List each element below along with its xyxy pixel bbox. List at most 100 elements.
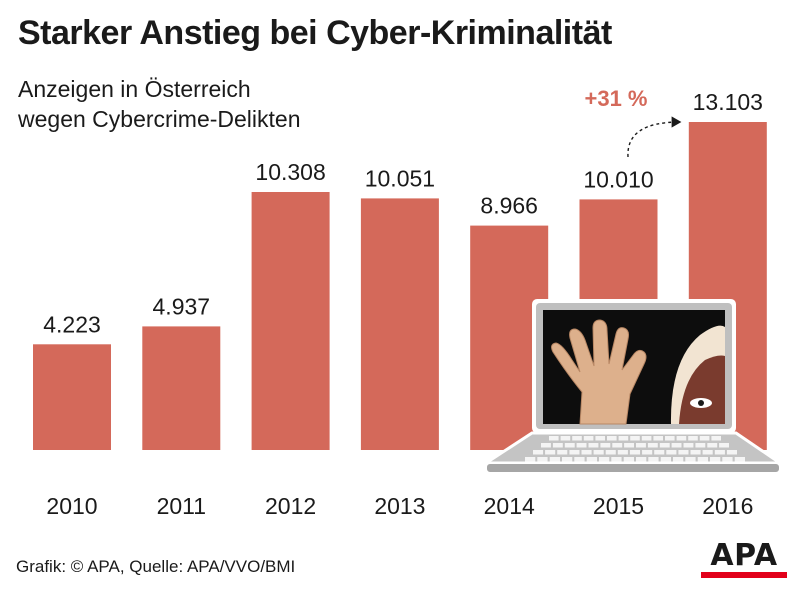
value-label-2012: 10.308 bbox=[255, 159, 325, 185]
keyboard-key bbox=[552, 443, 563, 448]
keyboard-key bbox=[576, 443, 587, 448]
bar-2013 bbox=[360, 198, 439, 450]
keyboard-key bbox=[697, 457, 708, 462]
x-tick-2014: 2014 bbox=[484, 493, 535, 519]
growth-arrow-icon bbox=[627, 116, 682, 158]
keyboard-key bbox=[600, 443, 611, 448]
keyboard-key bbox=[699, 436, 710, 441]
laptop-keyboard bbox=[525, 436, 745, 462]
keyboard-key bbox=[549, 436, 559, 441]
keyboard-key bbox=[676, 436, 687, 441]
keyboard-key bbox=[574, 457, 585, 462]
keyboard-key bbox=[673, 457, 684, 462]
value-label-2016: 13.103 bbox=[693, 89, 763, 115]
bar-2012 bbox=[251, 192, 330, 450]
keyboard-key bbox=[685, 457, 696, 462]
laptop-base-edge bbox=[485, 462, 781, 474]
keyboard-key bbox=[599, 457, 610, 462]
keyboard-key bbox=[678, 450, 689, 455]
x-tick-2011: 2011 bbox=[157, 493, 206, 519]
keyboard-key bbox=[583, 436, 594, 441]
eye-pupil bbox=[698, 400, 704, 406]
keyboard-key bbox=[569, 450, 580, 455]
keyboard-key bbox=[660, 457, 671, 462]
keyboard-key bbox=[711, 436, 721, 441]
apa-logo: APA bbox=[699, 539, 789, 583]
keyboard-key bbox=[572, 436, 582, 441]
x-tick-2010: 2010 bbox=[46, 493, 97, 519]
keyboard-key bbox=[630, 436, 640, 441]
apa-logo-bar bbox=[701, 572, 787, 578]
keyboard-key bbox=[734, 457, 745, 462]
keyboard-key bbox=[537, 457, 548, 462]
keyboard-key bbox=[612, 443, 623, 448]
keyboard-key bbox=[607, 436, 617, 441]
keyboard-key bbox=[525, 457, 536, 462]
keyboard-key bbox=[624, 443, 634, 448]
keyboard-key bbox=[549, 457, 560, 462]
keyboard-key bbox=[688, 436, 698, 441]
keyboard-key bbox=[605, 450, 616, 455]
keyboard-key bbox=[714, 450, 725, 455]
keyboard-key bbox=[636, 443, 646, 448]
keyboard-key bbox=[659, 443, 670, 448]
keyboard-key bbox=[695, 443, 706, 448]
growth-annotation: +31 % bbox=[585, 86, 648, 111]
keyboard-key bbox=[562, 457, 573, 462]
keyboard-key bbox=[588, 443, 599, 448]
keyboard-key bbox=[722, 457, 733, 462]
bar-2010 bbox=[33, 344, 111, 450]
keyboard-key bbox=[683, 443, 694, 448]
keyboard-key bbox=[629, 450, 640, 455]
hand-icon bbox=[551, 319, 647, 425]
keyboard-key bbox=[726, 450, 737, 455]
keyboard-key bbox=[702, 450, 713, 455]
x-tick-2016: 2016 bbox=[702, 493, 753, 519]
keyboard-key bbox=[617, 450, 628, 455]
keyboard-key bbox=[618, 436, 629, 441]
keyboard-key bbox=[564, 443, 575, 448]
keyboard-key bbox=[611, 457, 622, 462]
keyboard-key bbox=[533, 450, 544, 455]
laptop-illustration bbox=[480, 299, 785, 474]
x-tick-2015: 2015 bbox=[593, 493, 644, 519]
keyboard-key bbox=[647, 443, 658, 448]
keyboard-key bbox=[560, 436, 571, 441]
keyboard-key bbox=[593, 450, 604, 455]
keyboard-key bbox=[707, 443, 718, 448]
chart-title: Starker Anstieg bei Cyber-Kriminalität bbox=[18, 14, 612, 52]
value-label-2014: 8.966 bbox=[480, 193, 538, 219]
x-axis-tick-labels: 2010 2011 2012 2013 2014 2015 2016 bbox=[46, 493, 753, 519]
subtitle-line-2: wegen Cybercrime-Delikten bbox=[18, 106, 301, 132]
chart-subtitle: Anzeigen in Österreich wegen Cybercrime-… bbox=[18, 74, 301, 134]
keyboard-key bbox=[586, 457, 597, 462]
keyboard-key bbox=[545, 450, 556, 455]
apa-logo-text: APA bbox=[710, 538, 778, 573]
keyboard-key bbox=[581, 450, 592, 455]
keyboard-key bbox=[557, 450, 568, 455]
value-label-2015: 10.010 bbox=[583, 166, 653, 192]
keyboard-key bbox=[541, 443, 551, 448]
hood-shadow bbox=[679, 355, 725, 424]
keyboard-key bbox=[671, 443, 682, 448]
source-note: Grafik: © APA, Quelle: APA/VVO/BMI bbox=[16, 557, 296, 576]
keyboard-key bbox=[641, 436, 652, 441]
keyboard-key bbox=[654, 450, 665, 455]
value-label-2010: 4.223 bbox=[43, 311, 101, 337]
value-labels: 4.223 4.937 10.308 10.051 8.966 10.010 13.103 bbox=[43, 89, 763, 337]
keyboard-key bbox=[719, 443, 729, 448]
keyboard-key bbox=[623, 457, 634, 462]
keyboard-key bbox=[665, 436, 675, 441]
keyboard-key bbox=[653, 436, 663, 441]
keyboard-key bbox=[648, 457, 659, 462]
value-label-2011: 4.937 bbox=[153, 293, 211, 319]
keyboard-key bbox=[642, 450, 653, 455]
x-tick-2012: 2012 bbox=[265, 493, 316, 519]
keyboard-key bbox=[710, 457, 721, 462]
keyboard-key bbox=[666, 450, 677, 455]
keyboard-key bbox=[636, 457, 647, 462]
value-label-2013: 10.051 bbox=[365, 165, 435, 191]
x-tick-2013: 2013 bbox=[374, 493, 425, 519]
keyboard-key bbox=[595, 436, 605, 441]
